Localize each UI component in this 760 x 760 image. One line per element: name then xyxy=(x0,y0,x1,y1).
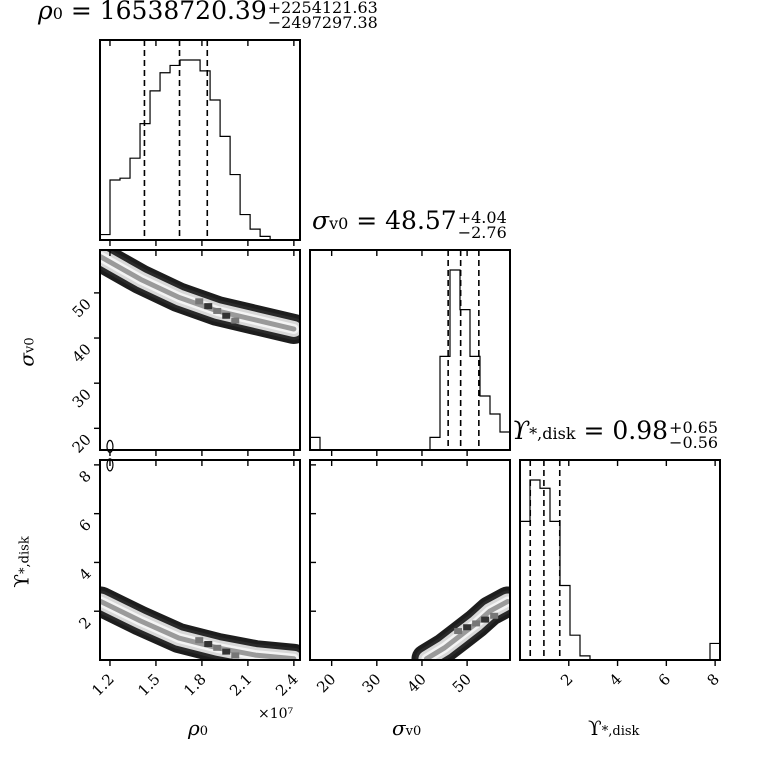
title-sigma-median: 48.57 xyxy=(385,206,457,235)
ytick-label-sigma_v0-1: 30 xyxy=(69,385,95,411)
xlabel-rho0: ρ0 xyxy=(188,716,208,740)
ylabel-upsilon-disk: ϒ*,disk xyxy=(10,536,34,587)
density-cell--2 xyxy=(195,637,204,644)
title-rho0-plus: +2254121.63 xyxy=(267,0,378,17)
density-cell-1 xyxy=(222,648,231,655)
panel-frame-1-1 xyxy=(309,249,511,451)
density-cell-2 xyxy=(231,317,240,324)
title-sigma-sub: v0 xyxy=(329,214,349,233)
hist-upsilon_disk xyxy=(519,479,720,661)
ylabel-sigma-v0: σv0 xyxy=(15,337,39,366)
xlabel-upsilon-disk: ϒ*,disk xyxy=(588,716,639,740)
density-cell-1 xyxy=(222,312,231,319)
title-rho0-sub: 0 xyxy=(52,4,63,23)
xtick-label-upsilon_disk-2: 6 xyxy=(655,670,674,689)
ytick-label-upsilon_disk-1: 4 xyxy=(75,565,94,584)
title-rho0: ρ0 = 16538720.39 +2254121.63 −2497297.38 xyxy=(38,0,378,30)
xlabel-upsilon-sub: *,disk xyxy=(601,724,640,739)
ylabel-sigma-sub: v0 xyxy=(22,337,38,353)
title-rho0-minus: −2497297.38 xyxy=(267,12,378,32)
density-cell-1 xyxy=(481,616,490,623)
xtick-label-rho0-2: 1.8 xyxy=(180,670,210,700)
panel-frame-0-2 xyxy=(99,459,301,661)
title-upsilon-plus: +0.65 xyxy=(669,417,719,437)
ylabel-upsilon-sub: *,disk xyxy=(17,536,33,574)
title-upsilon-sub: *,disk xyxy=(529,424,576,443)
xtick-label-sigma_v0-3: 50 xyxy=(449,670,475,696)
density-sigma_v0-upsilon_disk xyxy=(411,586,510,660)
xtick-label-sigma_v0-1: 30 xyxy=(358,670,384,696)
title-sigma-minus: −2.76 xyxy=(457,222,507,242)
xtick-label-upsilon_disk-0: 2 xyxy=(557,670,576,689)
panel-frame-2-2 xyxy=(519,459,721,661)
title-upsilon-median: 0.98 xyxy=(612,416,669,445)
panel-frame-0-1 xyxy=(99,249,301,451)
ytick-label-sigma_v0-0: 20 xyxy=(69,430,95,456)
title-upsilon-disk: ϒ*,disk = 0.98 +0.65 −0.56 xyxy=(512,416,719,452)
density-cell--2 xyxy=(454,628,463,635)
density-rho0-sigma_v0 xyxy=(100,250,300,345)
xtick-label-rho0-4: 2.4 xyxy=(272,670,302,700)
xlabel-sigma-symbol: σ xyxy=(392,716,406,740)
density-cell-2 xyxy=(490,612,499,619)
xlabel-rho0-symbol: ρ xyxy=(188,716,200,740)
ytick-label-sigma_v0-3: 50 xyxy=(69,295,95,321)
xtick-label-sigma_v0-0: 20 xyxy=(313,670,339,696)
density-cell-2 xyxy=(231,652,240,659)
density-cell-0 xyxy=(472,620,481,627)
title-rho0-symbol: ρ xyxy=(38,0,53,25)
ytick-label-upsilon_disk-3: 8 xyxy=(75,467,94,486)
title-upsilon-minus: −0.56 xyxy=(669,432,719,452)
hist-rho0 xyxy=(99,59,301,241)
ytick-label-upsilon_disk-2: 6 xyxy=(75,516,94,535)
xtick-label-upsilon_disk-1: 4 xyxy=(606,670,625,689)
title-sigma-symbol: σ xyxy=(312,206,330,235)
ytick-label-upsilon_disk-0: 2 xyxy=(75,613,94,632)
xtick-label-rho0-0: 1.2 xyxy=(88,670,118,700)
panel-frame-1-2 xyxy=(309,459,511,661)
xtick-label-rho0-3: 2.1 xyxy=(226,670,256,700)
title-sigma-v0: σv0 = 48.57 +4.04 −2.76 xyxy=(312,206,507,242)
title-sigma-plus: +4.04 xyxy=(457,207,507,227)
density-cell--1 xyxy=(204,640,213,647)
xlabel-upsilon-symbol: ϒ xyxy=(588,716,602,740)
density-cell--1 xyxy=(204,303,213,310)
title-upsilon-symbol: ϒ xyxy=(512,416,530,445)
ylabel-upsilon-symbol: ϒ xyxy=(9,573,34,588)
outlier-rho0-upsilon_disk xyxy=(106,458,114,472)
xtick-label-rho0-1: 1.5 xyxy=(134,670,164,700)
xlabel-sigma-v0: σv0 xyxy=(392,716,421,740)
density-cell--1 xyxy=(463,624,472,631)
panel-frame-0-0 xyxy=(99,39,301,241)
density-cell-0 xyxy=(213,644,222,651)
density-rho0-upsilon_disk xyxy=(100,586,300,660)
ytick-label-sigma_v0-2: 40 xyxy=(69,340,95,366)
xlabel-sigma-sub: v0 xyxy=(405,724,422,739)
xtick-label-sigma_v0-2: 40 xyxy=(404,670,430,696)
x-offset-text: ×10⁷ xyxy=(258,706,294,722)
ylabel-sigma-symbol: σ xyxy=(14,352,39,367)
density-cell-0 xyxy=(213,307,222,314)
title-rho0-median: 16538720.39 xyxy=(99,0,267,25)
xtick-label-upsilon_disk-3: 8 xyxy=(703,670,722,689)
density-cell--2 xyxy=(195,298,204,305)
xlabel-rho0-sub: 0 xyxy=(199,724,209,739)
hist-sigma_v0 xyxy=(309,269,510,451)
